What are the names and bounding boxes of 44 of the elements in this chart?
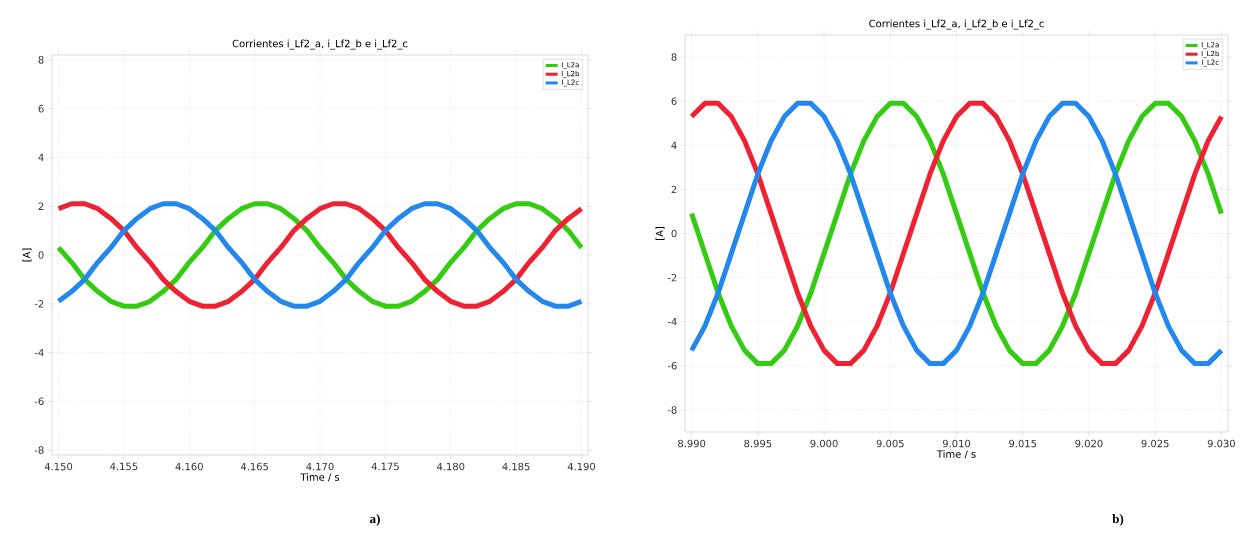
x-tick-label: 8.990 [678, 439, 706, 448]
x-tick-label: 9.010 [942, 439, 971, 448]
x-tick-label: 4.190 [567, 462, 596, 471]
x-tick-label: 4.155 [110, 462, 138, 471]
y-axis-title: [A] [22, 248, 32, 262]
y-tick-label: -2 [34, 300, 44, 308]
y-tick-label: 4 [671, 141, 677, 149]
y-tick-label: -4 [667, 318, 677, 326]
x-tick-label: 4.170 [306, 462, 334, 471]
x-axis-title: Time / s [300, 473, 340, 482]
y-tick-label: 8 [671, 53, 677, 61]
x-tick-label: 4.175 [371, 462, 399, 471]
y-tick-label: 6 [671, 97, 677, 105]
y-tick-label: 0 [38, 251, 44, 259]
x-tick-label: 9.030 [1207, 439, 1235, 448]
x-tick-label: 4.185 [502, 462, 530, 471]
x-axis-title: Time / s [936, 450, 976, 459]
y-tick-label: -6 [667, 362, 677, 370]
y-tick-label: -6 [34, 397, 44, 406]
y-tick-label: 0 [671, 229, 677, 238]
x-tick-label: 9.000 [810, 439, 838, 448]
y-axis-title: [A] [655, 227, 665, 240]
text: b) [1112, 514, 1124, 526]
y-tick-label: 2 [671, 185, 677, 194]
x-tick-label: 9.020 [1075, 439, 1103, 448]
y-tick-label: 4 [38, 153, 44, 162]
y-tick-label: 6 [38, 104, 44, 113]
x-tick-label: 8.995 [744, 439, 772, 448]
y-tick-label: -8 [34, 446, 44, 454]
y-tick-label: 2 [38, 202, 44, 210]
x-tick-label: 9.005 [876, 439, 904, 448]
chart-title: Corrientes i_Lf2_a, i_Lf2_b e i_Lf2_c [869, 19, 1044, 30]
x-tick-label: 4.165 [240, 462, 269, 471]
y-tick-label: 8 [38, 56, 44, 64]
y-tick-label: -2 [667, 273, 677, 282]
x-tick-label: 9.015 [1009, 439, 1037, 448]
x-tick-label: 4.150 [44, 462, 73, 471]
y-tick-label: -4 [34, 348, 44, 357]
chart-title: Corrientes i_Lf2_a, i_Lf2_b e i_Lf2_c [232, 39, 408, 50]
x-tick-label: 4.160 [175, 462, 203, 471]
x-tick-label: 9.025 [1141, 439, 1169, 448]
x-tick-label: 4.180 [436, 462, 465, 471]
text: a) [370, 514, 380, 526]
y-tick-label: -8 [667, 406, 677, 414]
